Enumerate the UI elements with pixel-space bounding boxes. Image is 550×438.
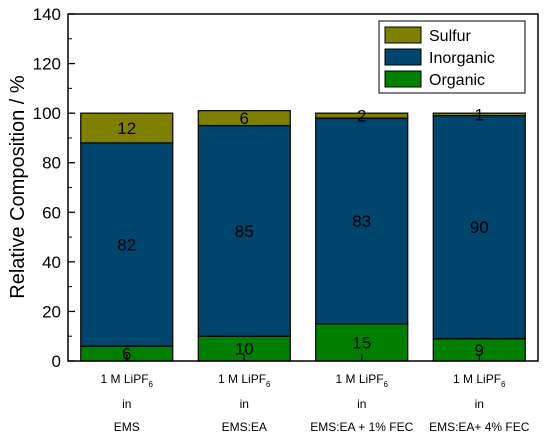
bar-segment-sulfur	[432, 112, 526, 117]
y-tick-label: 120	[33, 55, 61, 74]
data-label-organic: 15	[352, 333, 371, 352]
legend-swatch-organic	[384, 70, 422, 88]
data-label-sulfur: 1	[475, 105, 484, 124]
legend: Sulfur Inorganic Organic	[378, 20, 526, 94]
category-label-line3: EMS:EA+ 4% FEC	[429, 420, 530, 434]
data-label-sulfur: 6	[240, 109, 249, 128]
y-tick-label: 40	[42, 253, 61, 272]
legend-swatch-inorganic	[384, 48, 422, 66]
category-label-line3: EMS	[114, 420, 140, 434]
category-label-line2: in	[240, 397, 249, 411]
category-label-line1: 1 M LiPF6	[336, 372, 389, 389]
legend-label-sulfur: Sulfur	[429, 28, 471, 45]
data-label-sulfur: 2	[357, 107, 366, 126]
bar-segment-inorganic	[80, 142, 174, 347]
bar-segment-inorganic	[432, 115, 526, 340]
plot-frame	[67, 13, 539, 362]
y-tick-label: 80	[42, 154, 61, 173]
category-label-line1: 1 M LiPF6	[101, 372, 154, 389]
category-label-line1: 1 M LiPF6	[453, 372, 506, 389]
data-label-inorganic: 83	[352, 212, 371, 231]
y-tick-label: 140	[33, 5, 61, 24]
category-label-line2: in	[475, 397, 484, 411]
data-label-organic: 9	[475, 341, 484, 360]
bars-layer: 6821210856158329901	[80, 105, 526, 364]
legend-swatch-sulfur	[384, 26, 422, 44]
bar-segment-inorganic	[315, 117, 409, 325]
y-tick-label: 100	[33, 104, 61, 123]
y-tick-label: 60	[42, 203, 61, 222]
category-label-line3: EMS:EA	[222, 420, 267, 434]
data-label-inorganic: 85	[235, 222, 254, 241]
y-tick-label: 20	[42, 302, 61, 321]
bar-segment-sulfur	[315, 112, 409, 119]
category-label-line3: EMS:EA + 1% FEC	[310, 420, 413, 434]
bar-segment-sulfur	[197, 110, 291, 127]
y-axis: 0 20 40 60 80 100 120 140	[33, 5, 75, 371]
data-label-inorganic: 82	[117, 236, 136, 255]
data-label-sulfur: 12	[117, 119, 136, 138]
legend-label-inorganic: Inorganic	[429, 50, 495, 67]
y-tick-label: 0	[52, 352, 61, 371]
category-label-line1: 1 M LiPF6	[218, 372, 271, 389]
legend-label-organic: Organic	[429, 72, 485, 89]
x-axis: 1 M LiPF6 in EMS 1 M LiPF6 in EMS:EA 1 M LiPF6…	[101, 354, 530, 434]
category-label-line2: in	[122, 397, 131, 411]
y-axis-label: Relative Composition / %	[7, 75, 29, 299]
data-label-organic: 10	[235, 340, 254, 359]
category-label-line2: in	[357, 397, 366, 411]
bar-segment-sulfur	[80, 112, 174, 144]
data-label-inorganic: 90	[470, 218, 489, 237]
